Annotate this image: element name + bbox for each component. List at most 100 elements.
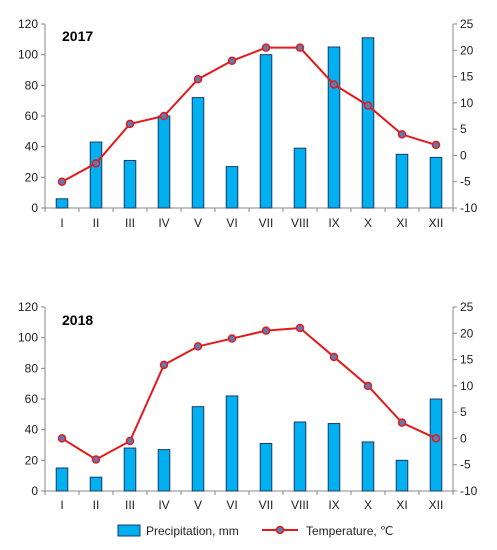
- temperature-point: [125, 436, 135, 446]
- temperature-point: [329, 80, 339, 89]
- temperature-point: [193, 74, 203, 84]
- temperature-point: [91, 455, 101, 464]
- x-tick-label: IX: [328, 216, 339, 230]
- right-tick-label: -10: [460, 484, 478, 498]
- precipitation-bar: [191, 97, 205, 209]
- precipitation-bar: [327, 46, 341, 209]
- right-tick-label: -10: [460, 201, 478, 215]
- x-tick-label: IX: [328, 498, 339, 512]
- precipitation-bar: [225, 166, 239, 209]
- temperature-point: [397, 418, 407, 427]
- temperature-line: [61, 46, 437, 183]
- right-tick-label: 10: [460, 379, 474, 393]
- x-tick-label: V: [194, 216, 202, 230]
- x-tick-label: IV: [158, 216, 169, 230]
- panel-title: 2018: [62, 312, 93, 328]
- right-tick-label: 5: [460, 405, 467, 419]
- temperature-point: [227, 334, 237, 343]
- x-tick-label: II: [93, 498, 100, 512]
- precipitation-bar: [55, 198, 69, 209]
- right-tick-label: 10: [460, 96, 474, 110]
- precipitation-bar: [259, 54, 273, 209]
- legend-label-precipitation: Precipitation, mm: [146, 524, 239, 538]
- x-tick-label: VI: [226, 216, 237, 230]
- left-tick-label: 40: [25, 423, 39, 437]
- x-tick-label: XII: [429, 498, 444, 512]
- x-tick-label: III: [125, 498, 135, 512]
- left-tick-label: 0: [31, 201, 38, 215]
- left-tick-label: 80: [25, 78, 39, 92]
- precipitation-bar: [429, 156, 443, 209]
- left-tick-label: 120: [18, 17, 38, 31]
- precipitation-bar: [123, 447, 137, 492]
- x-tick-label: IV: [158, 498, 169, 512]
- right-tick-label: 0: [460, 148, 467, 162]
- legend-swatch-precipitation: [117, 524, 141, 537]
- x-tick-label: XII: [429, 216, 444, 230]
- x-tick-label: VI: [226, 498, 237, 512]
- x-tick-label: III: [125, 216, 135, 230]
- left-tick-label: 20: [25, 170, 39, 184]
- temperature-point: [431, 434, 441, 443]
- precipitation-bar: [395, 153, 409, 209]
- x-tick-label: II: [93, 216, 100, 230]
- left-tick-label: 100: [18, 48, 38, 62]
- precipitation-bar: [89, 141, 103, 209]
- x-tick-label: X: [364, 498, 372, 512]
- panel-title: 2017: [62, 28, 93, 44]
- x-tick-label: VII: [259, 498, 274, 512]
- left-tick-label: 20: [25, 453, 39, 467]
- right-tick-label: 25: [460, 17, 474, 31]
- precipitation-bar: [191, 406, 205, 492]
- right-tick-label: 20: [460, 43, 474, 57]
- x-tick-label: I: [60, 498, 63, 512]
- temperature-point: [261, 43, 271, 52]
- x-tick-label: VIII: [291, 498, 309, 512]
- legend-label-temperature: Temperature, ℃: [306, 524, 394, 538]
- precipitation-bar: [259, 442, 273, 492]
- x-tick-label: XI: [396, 498, 407, 512]
- x-tick-label: XI: [396, 216, 407, 230]
- precipitation-bar: [157, 115, 171, 209]
- precipitation-bar: [123, 159, 137, 209]
- temperature-point: [261, 326, 271, 335]
- left-tick-label: 120: [18, 300, 38, 314]
- right-tick-label: -5: [460, 458, 471, 472]
- left-tick-label: 60: [25, 392, 39, 406]
- temperature-point: [431, 140, 441, 150]
- right-tick-label: 5: [460, 122, 467, 136]
- right-tick-label: 20: [460, 326, 474, 340]
- right-tick-label: 25: [460, 300, 474, 314]
- temperature-point: [363, 381, 373, 391]
- precipitation-bar: [361, 441, 375, 492]
- temperature-point: [193, 342, 203, 351]
- precipitation-bar: [361, 37, 375, 209]
- temperature-point: [159, 360, 169, 370]
- left-tick-label: 100: [18, 331, 38, 345]
- precipitation-bar: [327, 423, 341, 492]
- temperature-point: [295, 43, 305, 52]
- precipitation-bar: [89, 476, 103, 492]
- precipitation-bar: [225, 395, 239, 492]
- left-tick-label: 0: [31, 484, 38, 498]
- right-tick-label: 0: [460, 431, 467, 445]
- precipitation-bar: [55, 467, 69, 492]
- precipitation-bar: [293, 421, 307, 492]
- precipitation-bar: [293, 147, 307, 209]
- x-tick-label: X: [364, 216, 372, 230]
- x-tick-label: VII: [259, 216, 274, 230]
- left-tick-label: 80: [25, 361, 39, 375]
- left-tick-label: 60: [25, 109, 39, 123]
- temperature-point: [295, 323, 305, 333]
- right-tick-label: 15: [460, 353, 474, 367]
- temperature-point: [159, 111, 169, 121]
- x-tick-label: I: [60, 216, 63, 230]
- temperature-point: [227, 56, 237, 66]
- right-tick-label: 15: [460, 70, 474, 84]
- x-tick-label: V: [194, 498, 202, 512]
- temperature-point: [329, 352, 339, 362]
- precipitation-bar: [429, 398, 443, 492]
